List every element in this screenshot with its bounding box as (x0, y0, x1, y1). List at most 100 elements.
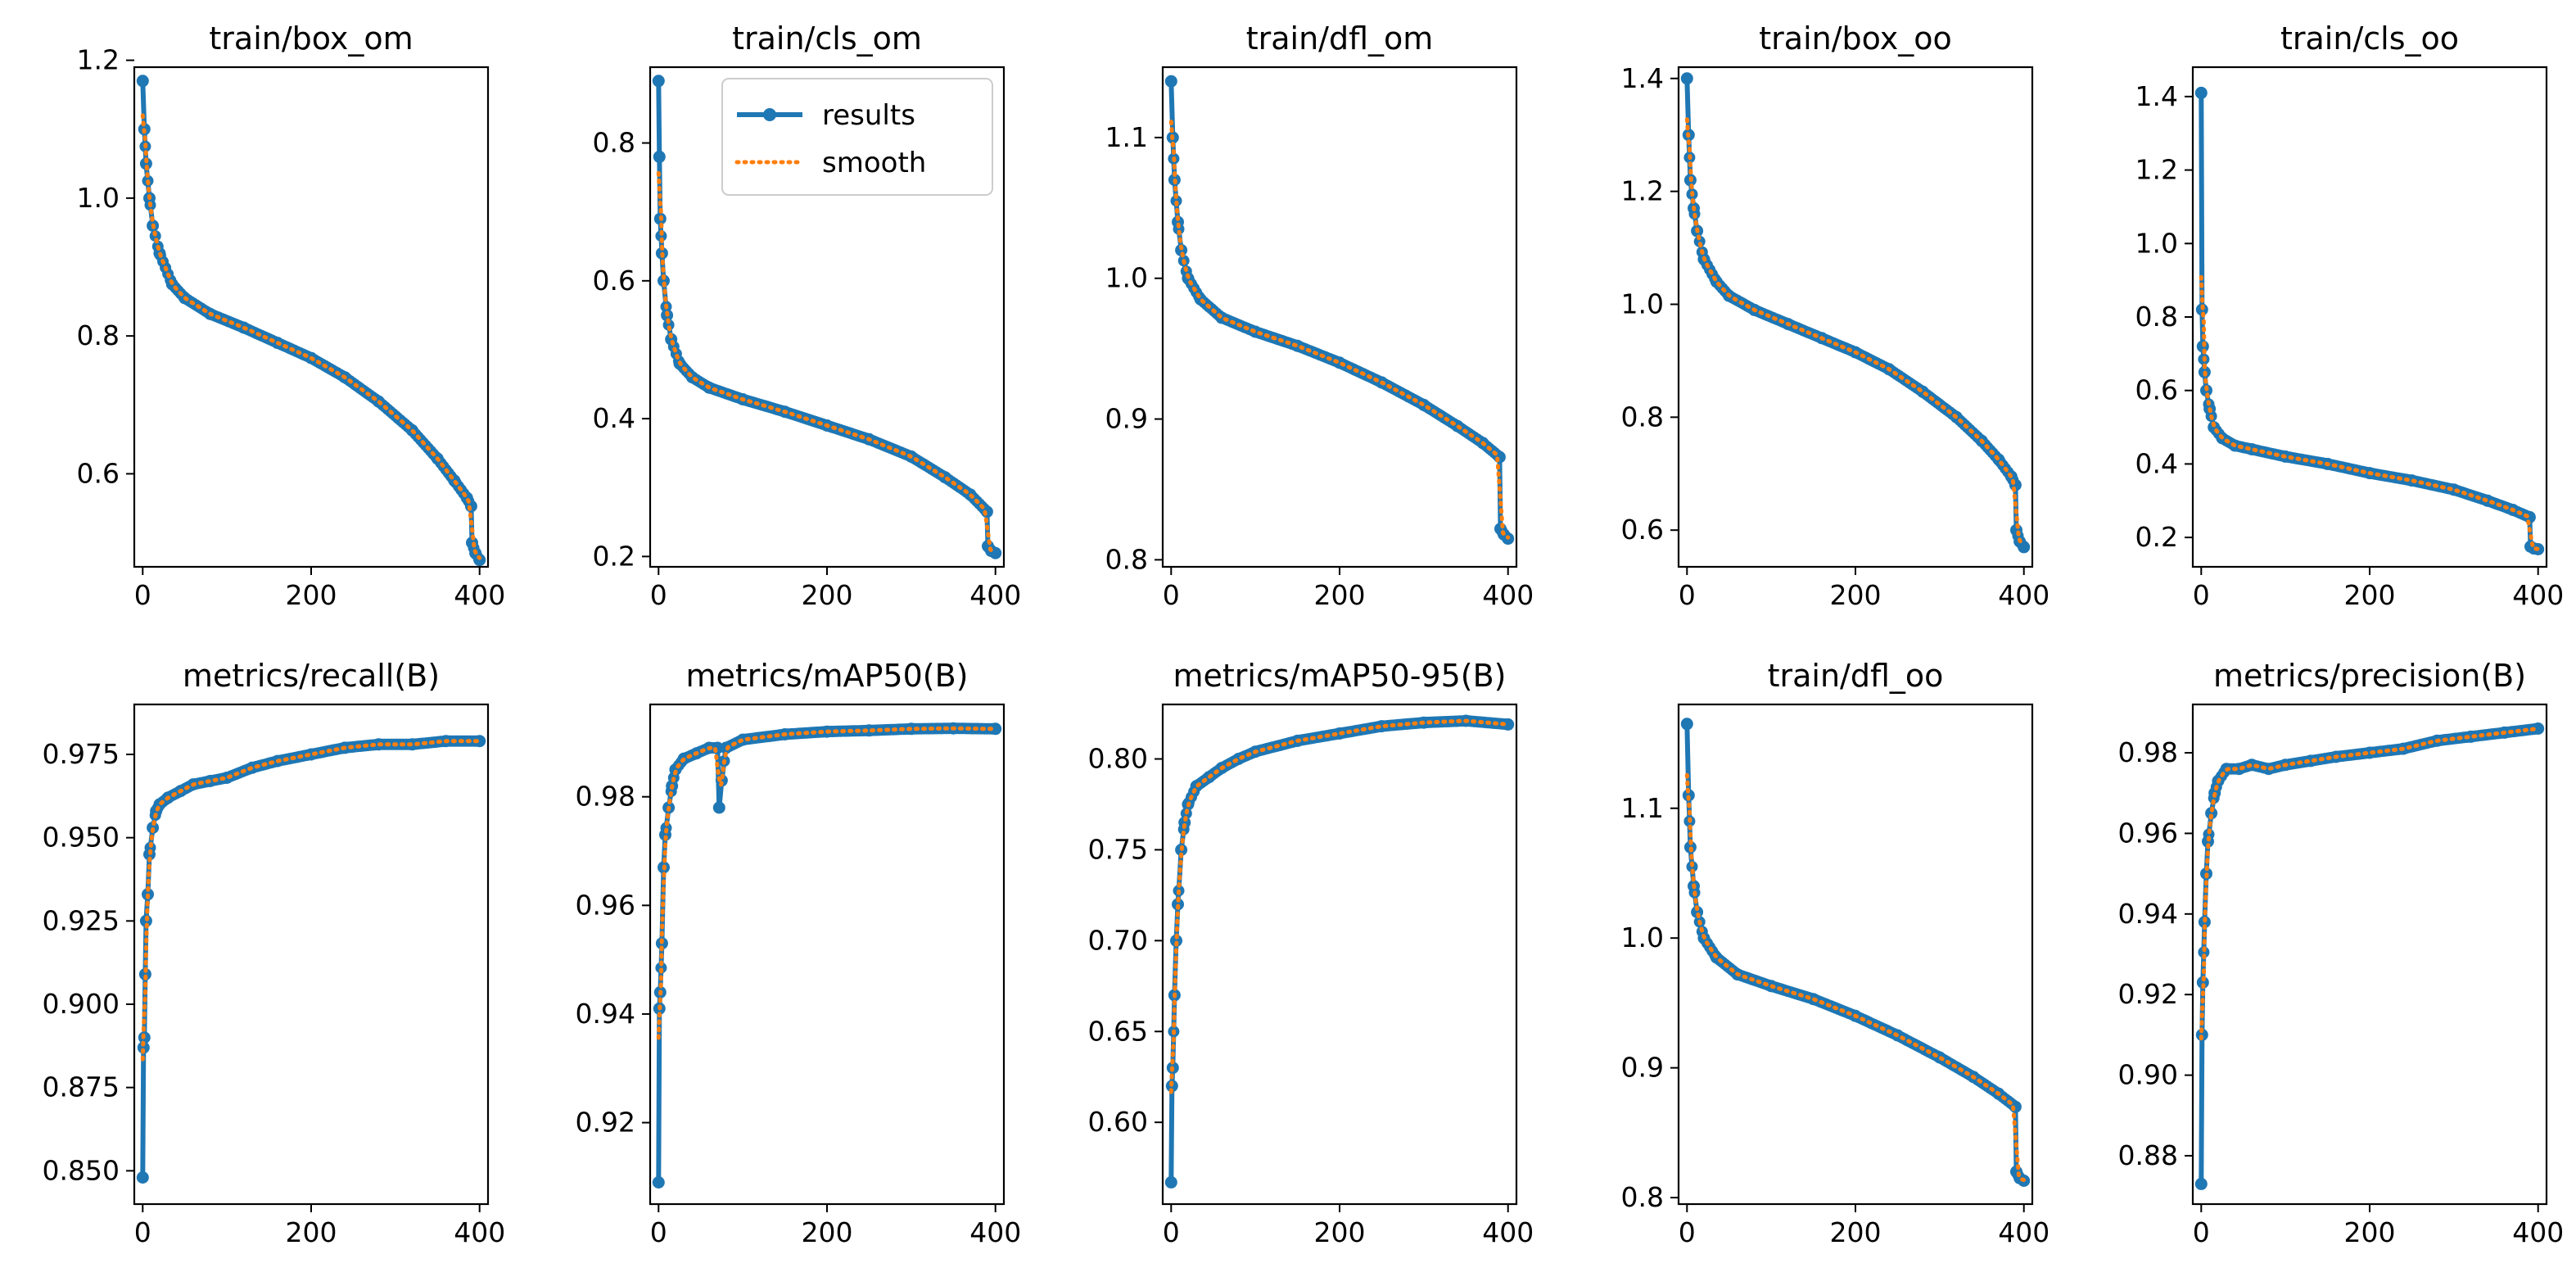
y-tick-label: 0.6 (593, 265, 635, 297)
x-tick-label: 400 (1482, 579, 1534, 611)
chart-title: metrics/mAP50-95(B) (1173, 658, 1506, 694)
results-point (2304, 754, 2317, 768)
results-point (1172, 215, 1184, 229)
smooth-series (2199, 274, 2541, 551)
x-tick-label: 0 (134, 1216, 151, 1248)
results-point (2202, 835, 2214, 848)
legend-smooth-label: smooth (822, 147, 926, 179)
chart-panel: train/box_om 0 200 400 0.6 0.8 1.0 1.2 (77, 20, 506, 611)
results-point (712, 801, 725, 814)
y-tick-label: 0.9 (1105, 403, 1148, 435)
chart-title: train/box_oo (1759, 20, 1951, 57)
smooth-series (140, 113, 482, 560)
y-tick-label: 0.6 (1621, 514, 1664, 546)
y-tick-label: 1.2 (2135, 154, 2178, 186)
x-tick-label: 0 (134, 579, 151, 611)
y-tick-label: 0.96 (2118, 817, 2178, 849)
results-point (658, 274, 670, 288)
y-tick-label: 0.75 (1088, 833, 1148, 865)
results-point (137, 1041, 150, 1054)
chart-title: train/dfl_oo (1768, 658, 1944, 694)
chart-panel: train/dfl_oo 0 200 400 0.8 0.9 1.0 1.1 (1621, 658, 2050, 1248)
x-tick-label: 200 (1314, 579, 1366, 611)
results-point (2198, 946, 2210, 958)
results-point (989, 722, 1002, 736)
y-tick-label: 0.8 (593, 127, 635, 159)
results-point (1375, 720, 1388, 733)
x-tick-label: 0 (650, 1216, 667, 1248)
y-tick-label: 0.8 (77, 319, 120, 351)
smooth-series (2199, 727, 2541, 1041)
y-tick-label: 0.92 (2118, 978, 2178, 1010)
results-point (2196, 976, 2209, 989)
y-tick-label: 0.950 (43, 822, 120, 854)
results-point (2194, 86, 2208, 99)
y-tick-label: 0.6 (2135, 374, 2178, 406)
y-tick-label: 0.88 (2118, 1139, 2178, 1171)
y-tick-label: 0.98 (576, 781, 635, 813)
y-tick-label: 0.8 (1105, 543, 1148, 575)
smooth-series (1684, 117, 2027, 548)
y-tick-label: 1.1 (1621, 792, 1664, 824)
x-tick-label: 0 (2193, 579, 2210, 611)
legend-results-label: results (822, 99, 915, 132)
results-series (1684, 78, 2027, 549)
y-tick-label: 0.975 (43, 738, 120, 770)
y-tick-label: 1.0 (1621, 288, 1664, 319)
y-tick-label: 0.8 (1621, 1181, 1664, 1213)
y-tick-label: 0.4 (2135, 447, 2178, 479)
plot-frame (1677, 66, 2034, 568)
x-tick-label: 400 (2512, 579, 2564, 611)
chart-panel: metrics/precision(B) 0 200 400 0.88 0.90 0.92 0… (2118, 658, 2565, 1248)
chart-title: metrics/precision(B) (2213, 658, 2526, 694)
y-tick-label: 1.1 (1105, 121, 1148, 153)
plot-frame (133, 66, 490, 568)
results-series (140, 738, 481, 1178)
x-tick-label: 0 (1679, 579, 1696, 611)
plot-frame (649, 703, 1006, 1206)
chart-panel: train/dfl_om 0 200 400 0.8 0.9 1.0 1.1 (1105, 20, 1534, 611)
y-tick-label: 0.875 (43, 1071, 120, 1103)
smooth-series (1684, 772, 2027, 1182)
results-point (1680, 72, 1693, 85)
chart-title: train/box_om (209, 20, 413, 57)
results-series (656, 726, 997, 1183)
results-point (2245, 443, 2258, 455)
x-tick-label: 200 (1830, 1216, 1882, 1248)
legend: results smooth (721, 78, 993, 196)
results-point (136, 1171, 149, 1184)
y-tick-label: 0.90 (2118, 1059, 2178, 1091)
results-point (2018, 541, 2031, 554)
plot-frame (1677, 703, 2034, 1206)
plot-frame (1161, 703, 1518, 1206)
results-point (653, 150, 666, 163)
results-point (1178, 816, 1191, 829)
results-point (1693, 235, 1706, 247)
plot-frame (1161, 66, 1518, 568)
x-tick-label: 0 (1679, 1216, 1696, 1248)
plot-frame (2191, 703, 2548, 1206)
results-point (2363, 746, 2376, 759)
chart-panel: metrics/mAP50(B) 0 200 400 0.92 0.94 0.96 0.98 (576, 658, 1022, 1248)
y-tick-label: 0.9 (1621, 1052, 1664, 1084)
legend-box (721, 78, 993, 196)
y-tick-label: 0.60 (1088, 1106, 1148, 1138)
results-point (473, 735, 486, 748)
x-tick-label: 400 (969, 579, 1021, 611)
x-tick-label: 200 (2344, 1216, 2396, 1248)
x-tick-label: 0 (1163, 579, 1180, 611)
y-tick-label: 1.2 (1621, 175, 1664, 207)
plot-frame (133, 703, 490, 1206)
results-point (652, 1176, 665, 1189)
plot-frame (2191, 66, 2548, 568)
results-series (2199, 726, 2540, 1184)
chart-panel: train/box_oo 0 200 400 0.6 0.8 1.0 1.2 1.4 (1621, 20, 2050, 611)
y-tick-label: 0.94 (576, 998, 635, 1030)
x-tick-label: 0 (650, 579, 667, 611)
x-tick-label: 200 (286, 579, 337, 611)
y-tick-label: 0.925 (43, 904, 120, 936)
results-point (652, 75, 665, 88)
y-tick-label: 0.80 (1088, 743, 1148, 775)
y-tick-label: 1.4 (1621, 62, 1664, 94)
plot-frame (649, 66, 1006, 568)
